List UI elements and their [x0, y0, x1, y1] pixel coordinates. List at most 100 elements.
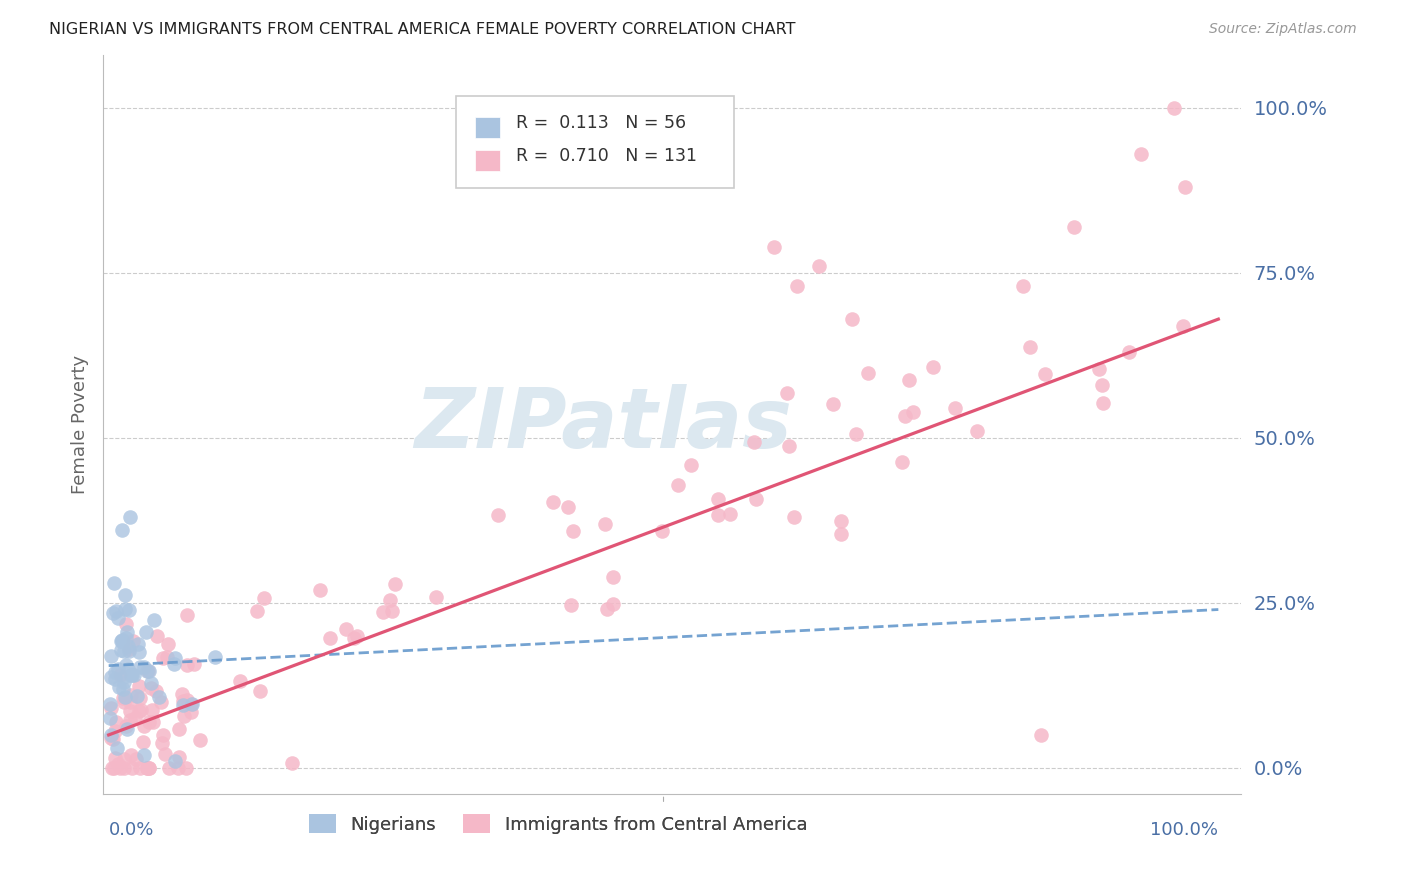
Point — [373, 605, 395, 619]
Point — [125, 752, 148, 766]
Point — [167, 722, 190, 736]
Point — [134, 719, 156, 733]
Point — [562, 524, 585, 538]
Point — [346, 629, 368, 643]
Point — [120, 667, 142, 681]
Point — [110, 643, 132, 657]
Point — [100, 670, 122, 684]
Point — [541, 495, 564, 509]
Point — [560, 599, 582, 613]
Point — [127, 637, 149, 651]
Point — [378, 593, 401, 607]
Point — [157, 637, 180, 651]
Point — [786, 279, 808, 293]
Point — [103, 761, 125, 775]
Point — [104, 723, 127, 738]
Point — [681, 458, 703, 473]
Point — [602, 598, 624, 612]
Point — [718, 507, 741, 521]
Point — [122, 634, 145, 648]
Text: Source: ZipAtlas.com: Source: ZipAtlas.com — [1209, 22, 1357, 37]
Point — [180, 705, 202, 719]
Point — [138, 761, 160, 775]
Point — [142, 715, 165, 730]
Point — [1087, 362, 1109, 376]
Point — [335, 622, 357, 636]
Point — [1029, 728, 1052, 742]
Point — [1174, 180, 1197, 194]
Point — [108, 668, 131, 682]
Point — [128, 645, 150, 659]
Point — [180, 698, 202, 712]
Point — [253, 591, 276, 606]
Point — [114, 690, 136, 704]
Point — [1033, 368, 1056, 382]
Point — [807, 260, 830, 274]
Point — [783, 509, 806, 524]
Point — [922, 359, 945, 374]
Point — [557, 500, 579, 514]
Point — [188, 733, 211, 747]
FancyBboxPatch shape — [456, 95, 734, 188]
Point — [1171, 319, 1194, 334]
Point — [281, 756, 304, 770]
Point — [893, 409, 915, 423]
Point — [176, 761, 198, 775]
Point — [110, 634, 132, 648]
Point — [124, 711, 146, 725]
Point — [204, 649, 226, 664]
Point — [112, 761, 135, 775]
Point — [651, 524, 673, 538]
Point — [112, 670, 135, 684]
Point — [139, 681, 162, 696]
Point — [112, 690, 135, 705]
Point — [128, 690, 150, 705]
Point — [107, 662, 129, 676]
Point — [176, 657, 198, 672]
Point — [112, 752, 135, 766]
Point — [104, 665, 127, 680]
Text: 0.0%: 0.0% — [108, 821, 155, 838]
Point — [778, 439, 800, 453]
Point — [104, 672, 127, 686]
Point — [120, 688, 142, 702]
Point — [776, 386, 799, 401]
Point — [1091, 377, 1114, 392]
Point — [841, 312, 863, 326]
Point — [180, 697, 202, 711]
Point — [1163, 101, 1185, 115]
Point — [132, 659, 155, 673]
Point — [104, 604, 127, 618]
Point — [118, 641, 141, 656]
FancyBboxPatch shape — [475, 150, 501, 171]
Point — [107, 757, 129, 772]
Point — [139, 675, 162, 690]
Point — [595, 516, 617, 531]
Point — [128, 679, 150, 693]
Point — [138, 715, 160, 730]
Point — [707, 491, 730, 506]
Point — [114, 589, 136, 603]
Point — [100, 728, 122, 742]
Point — [165, 651, 187, 665]
Point — [742, 435, 765, 450]
Point — [901, 405, 924, 419]
FancyBboxPatch shape — [475, 117, 501, 138]
Point — [176, 693, 198, 707]
Point — [120, 510, 142, 524]
Point — [249, 684, 271, 698]
Point — [115, 625, 138, 640]
Point — [115, 719, 138, 733]
Point — [110, 633, 132, 648]
Point — [112, 682, 135, 697]
Point — [129, 761, 152, 775]
Point — [138, 761, 160, 775]
Point — [1063, 219, 1085, 234]
Point — [155, 747, 177, 762]
Point — [156, 650, 179, 665]
Point — [152, 651, 174, 665]
Point — [122, 668, 145, 682]
Point — [114, 617, 136, 632]
Point — [120, 695, 142, 709]
Point — [135, 625, 157, 640]
